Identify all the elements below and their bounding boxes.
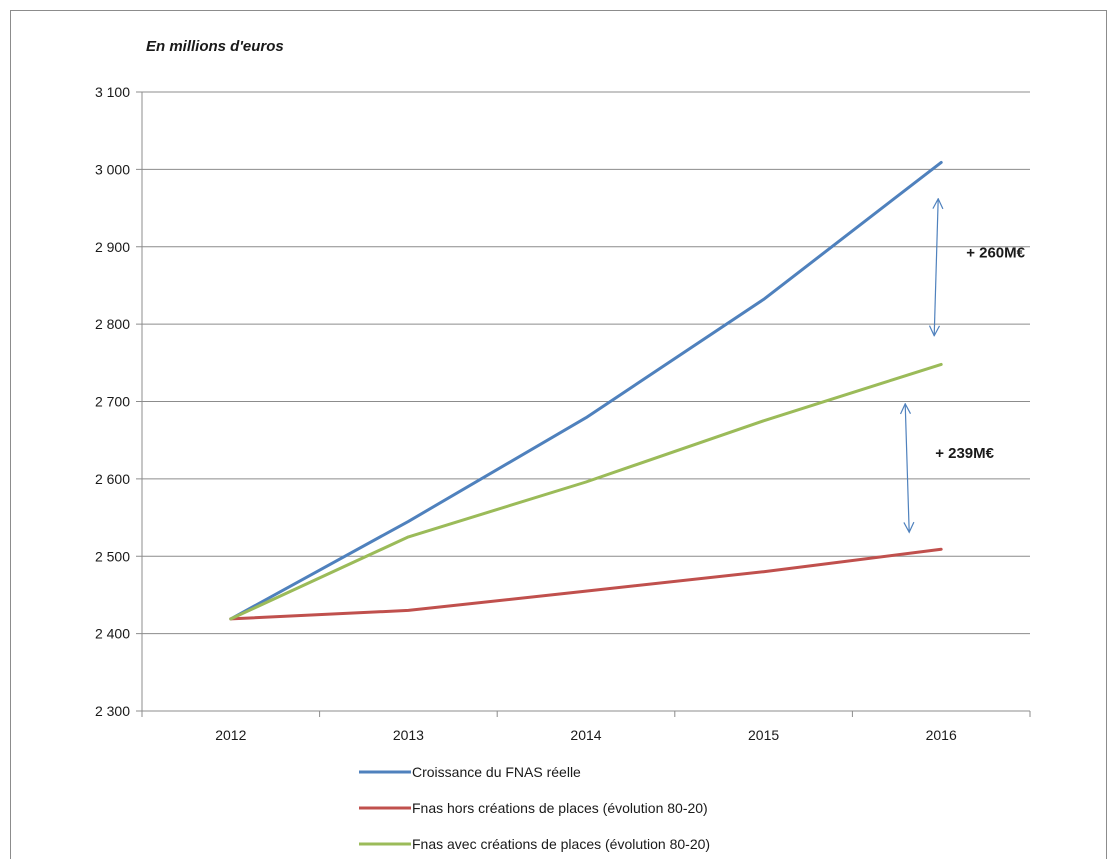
unit-label: En millions d'euros xyxy=(146,38,284,55)
difference-label: + 260M€ xyxy=(966,244,1025,261)
y-tick-label: 3 100 xyxy=(95,84,130,100)
legend: Croissance du FNAS réelle Fnas hors créat… xyxy=(359,764,710,852)
series-line-2 xyxy=(229,547,943,621)
gridlines xyxy=(142,91,1030,635)
axes: 2 300 2 400 2 500 2 600 2 700 2 800 2 900 3 000… xyxy=(95,84,1031,743)
legend-label: Fnas avec créations de places (évolution… xyxy=(412,836,710,852)
y-tick-label: 2 700 xyxy=(95,394,130,410)
x-tick-label: 2016 xyxy=(926,727,957,743)
difference-arrow xyxy=(905,404,909,532)
y-tick-label: 2 300 xyxy=(95,703,130,719)
y-tick-label: 3 000 xyxy=(95,161,130,177)
y-tick-label: 2 800 xyxy=(95,316,130,332)
annotations: + 260M€ + 239M€ xyxy=(905,199,1026,532)
y-tick-label: 2 500 xyxy=(95,548,130,564)
x-tick-label: 2014 xyxy=(570,727,601,743)
difference-arrow xyxy=(934,199,938,336)
series-lines xyxy=(229,160,943,621)
y-tick-label: 2 600 xyxy=(95,471,130,487)
series-line-1 xyxy=(229,160,943,621)
difference-label: + 239M€ xyxy=(935,445,994,462)
x-tick-label: 2013 xyxy=(393,727,424,743)
x-tick-label: 2015 xyxy=(748,727,779,743)
chart-frame: En millions d'euros 2 300 2 400 2 500 2 600… xyxy=(10,10,1107,859)
series-line-3 xyxy=(229,362,943,621)
y-tick-label: 2 400 xyxy=(95,626,130,642)
legend-label: Croissance du FNAS réelle xyxy=(412,764,581,780)
x-tick-label: 2012 xyxy=(215,727,246,743)
legend-label: Fnas hors créations de places (évolution… xyxy=(412,800,708,816)
y-tick-label: 2 900 xyxy=(95,239,130,255)
line-chart: En millions d'euros 2 300 2 400 2 500 2 600… xyxy=(95,38,1031,852)
